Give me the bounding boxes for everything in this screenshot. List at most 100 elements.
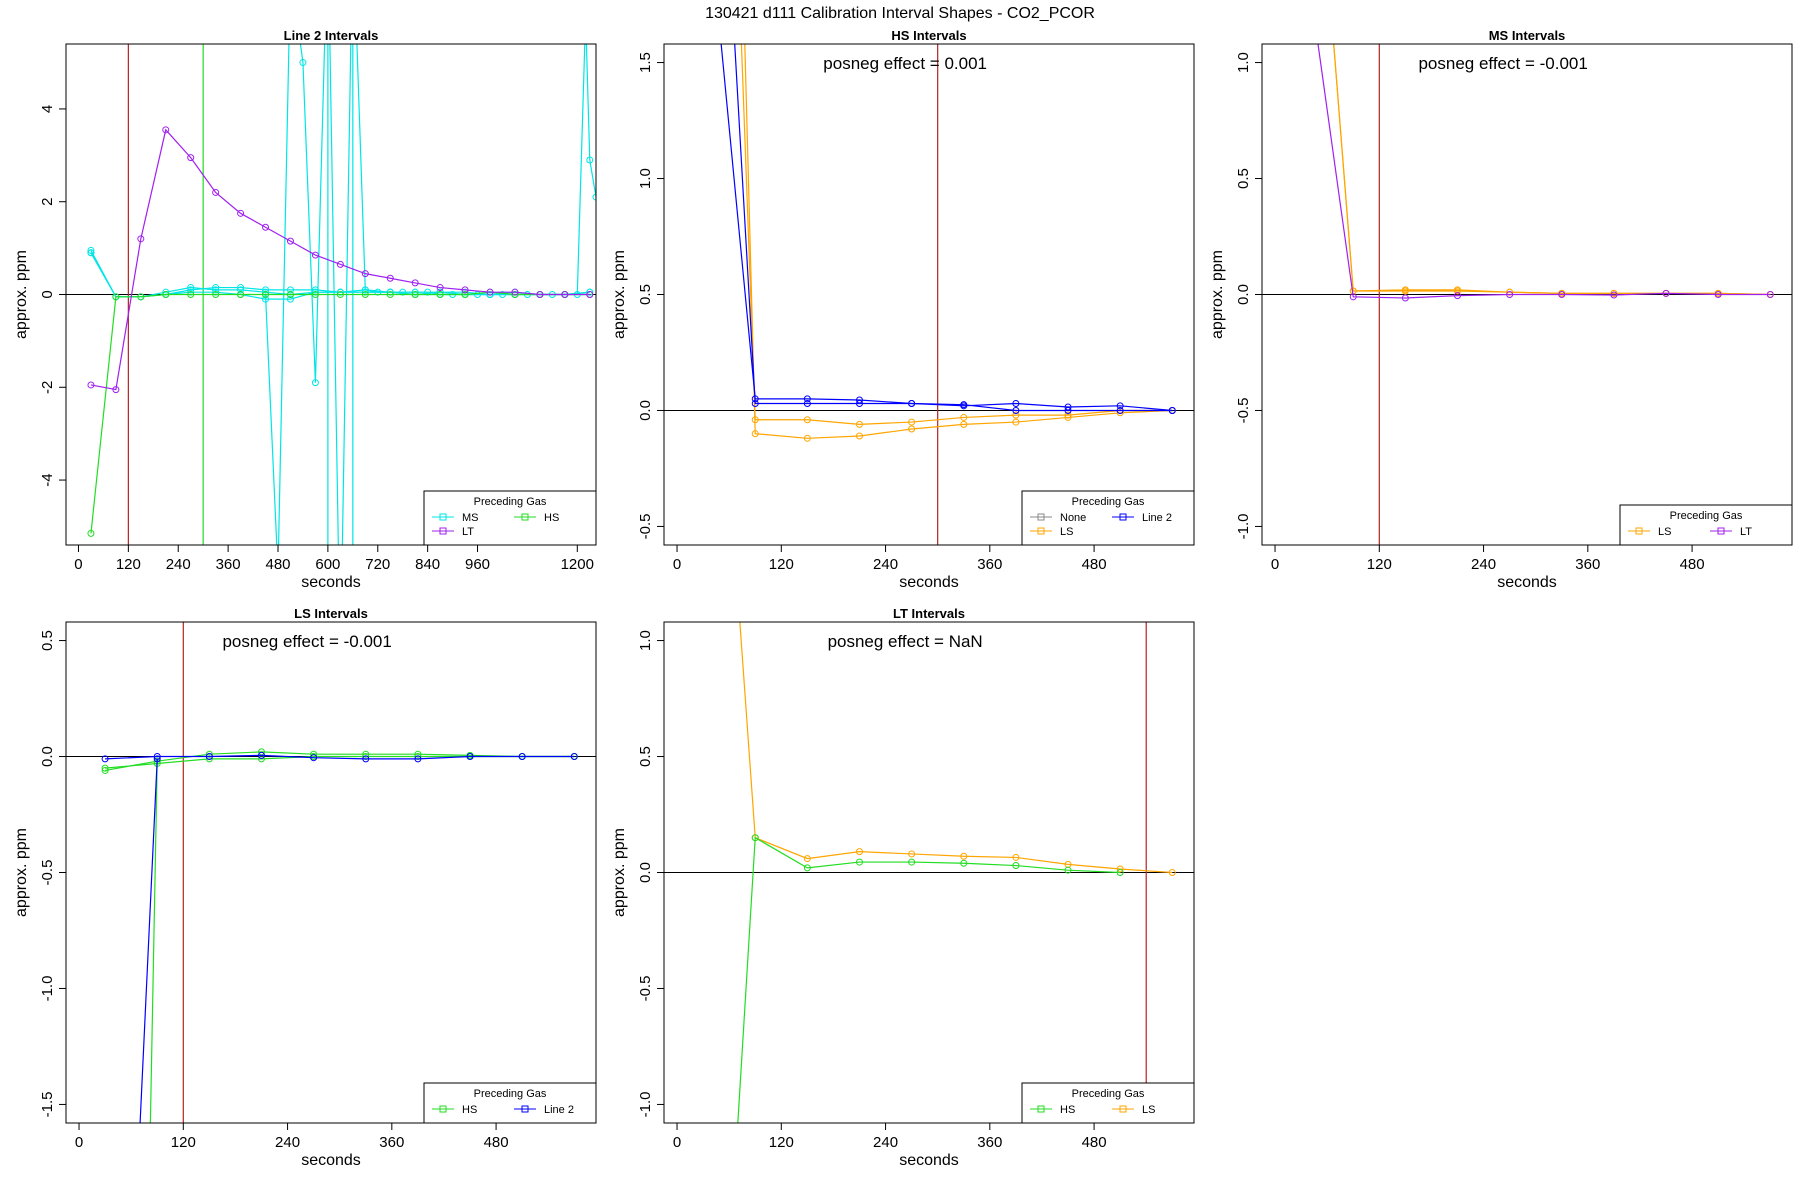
y-tick-label: 0.5 (1235, 168, 1252, 189)
plot-frame (663, 621, 1195, 1124)
y-tick-label: -0.5 (637, 514, 654, 540)
data-point (112, 386, 120, 394)
y-tick-label: 0.0 (637, 862, 654, 883)
data-point (87, 246, 95, 254)
x-tick-label: 360 (1575, 556, 1600, 573)
data-point (592, 193, 596, 201)
data-point (855, 432, 863, 440)
data-point (286, 237, 294, 245)
data-point (336, 288, 344, 296)
data-point (212, 188, 220, 196)
data-point (908, 858, 916, 866)
x-tick-label: 240 (873, 556, 898, 573)
legend-label: LS (1142, 1104, 1155, 1116)
series-line (737, 836, 1121, 1123)
data-point (101, 755, 109, 763)
x-tick-label: 720 (365, 556, 390, 573)
legend-label: Line 2 (544, 1104, 574, 1116)
data-point (855, 848, 863, 856)
data-point (751, 834, 759, 842)
data-point (205, 755, 213, 763)
plot-area (66, 44, 596, 545)
legend-title: Preceding Gas (1072, 496, 1145, 508)
data-point (212, 286, 220, 294)
y-tick-label: 0.5 (637, 746, 654, 767)
series-line (90, 252, 590, 298)
x-tick-label: 840 (415, 556, 440, 573)
x-tick-label: 360 (977, 556, 1002, 573)
series-line-2 (734, 44, 1176, 414)
x-tick-label: 480 (1680, 556, 1705, 573)
data-point (1558, 291, 1566, 298)
data-point (237, 291, 245, 298)
y-tick-label: 1.5 (637, 52, 654, 73)
data-point (187, 286, 195, 294)
legend-swatch-marker (1037, 513, 1045, 521)
legend-swatch-marker (521, 513, 529, 521)
chart-panel-4: LS Intervals 0 120 240 360 480 -1.5 -1.0 -0.5 0.0… (13, 606, 597, 1169)
x-tick-label: 360 (977, 1134, 1002, 1151)
data-point (803, 434, 811, 442)
legend-entry: HS (1030, 1104, 1075, 1116)
data-point (87, 249, 95, 257)
plot-frame (65, 43, 597, 546)
x-tick-label: 480 (1082, 556, 1107, 573)
data-point (1610, 291, 1618, 299)
x-axis-label: seconds (301, 574, 361, 591)
legend-entry: LS (1030, 526, 1073, 538)
series-line-2 (139, 755, 161, 1123)
data-point (803, 400, 811, 408)
data-point (414, 755, 422, 763)
data-point (960, 420, 968, 428)
chart-title: HS Intervals (891, 28, 966, 43)
legend-entry: LT (1710, 526, 1752, 538)
posneg-annotation: posneg effect = 0.001 (823, 54, 987, 73)
y-tick-label: -0.5 (39, 860, 56, 886)
legend-title: Preceding Gas (474, 496, 547, 508)
y-axis-label: approx. ppm (13, 828, 30, 917)
x-tick-label: 0 (1271, 556, 1279, 573)
legend: Preceding Gas MS HS LT (423, 490, 597, 546)
legend-swatch-marker (439, 1105, 447, 1113)
data-point (1012, 418, 1020, 426)
data-point (498, 291, 506, 298)
x-tick-label: 240 (873, 1134, 898, 1151)
data-point (486, 288, 494, 296)
data-point (461, 286, 469, 294)
x-tick-label: 120 (769, 1134, 794, 1151)
series-line (139, 758, 158, 1123)
legend-label: HS (544, 512, 559, 524)
legend: Preceding Gas HS Line 2 (423, 1082, 597, 1124)
plot-frame (663, 43, 1195, 546)
data-point (286, 295, 294, 303)
data-point (310, 754, 318, 762)
data-point (361, 286, 369, 294)
series-hs (101, 748, 578, 774)
x-tick-label: 360 (216, 556, 241, 573)
series-line (90, 252, 590, 298)
chart-panel-2: HS Intervals 0 120 240 360 480 -0.5 0.0 0.5 1.0 1.… (611, 28, 1195, 591)
data-point (1662, 289, 1670, 297)
y-tick-label: -4 (39, 473, 56, 486)
legend-entry: None (1030, 512, 1086, 524)
legend-box (423, 1082, 597, 1124)
legend-label: LS (1658, 526, 1671, 538)
data-point (803, 855, 811, 863)
legend-swatch-marker (1717, 527, 1725, 535)
x-axis-label: seconds (301, 1152, 361, 1169)
x-tick-label: 120 (116, 556, 141, 573)
data-point (586, 291, 594, 298)
x-tick-label: 120 (769, 556, 794, 573)
legend-title: Preceding Gas (474, 1088, 547, 1100)
data-point (262, 286, 270, 294)
x-tick-label: 120 (171, 1134, 196, 1151)
data-point (1401, 294, 1409, 302)
data-point (237, 286, 245, 294)
data-point (411, 291, 419, 298)
series-line (1317, 44, 1771, 299)
data-point (751, 400, 759, 408)
data-point (311, 291, 319, 298)
data-point (1349, 293, 1357, 301)
legend-swatch-marker (439, 527, 447, 535)
series-line (149, 761, 158, 1123)
